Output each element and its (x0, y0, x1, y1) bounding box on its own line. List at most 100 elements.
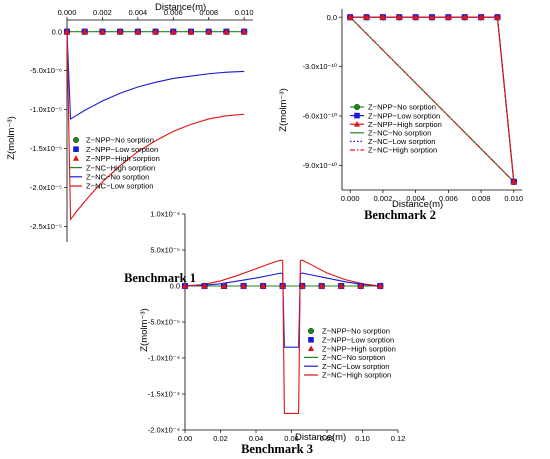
x-tick-label: 0.002 (93, 8, 112, 17)
x-tick-label: 0.004 (128, 8, 147, 17)
data-point (395, 13, 403, 20)
data-point (181, 282, 189, 289)
legend-swatch (354, 103, 361, 110)
y-tick-label: 5.0x10⁻⁵ (150, 246, 180, 255)
data-point (223, 28, 230, 35)
x-axis-title: Distance(m) (392, 199, 443, 210)
chart-benchmark-3: 0.00 0.02 0.04 0.06 0.08 0.10 0.12 1.0x10⁻⁴ 5.0x… (139, 210, 405, 456)
data-point (116, 28, 124, 35)
y-tick-label: -1.5x10⁻⁴ (148, 390, 180, 399)
data-point (220, 282, 228, 289)
legend-swatch (73, 146, 79, 152)
series-line (66, 31, 245, 120)
data-point (363, 13, 370, 20)
data-point (298, 282, 306, 289)
data-point (259, 282, 267, 289)
data-point (169, 28, 177, 35)
y-tick-label: 0.0 (170, 282, 180, 291)
y-tick-label: -1.0x10⁻⁴ (148, 354, 180, 363)
legend-swatch (354, 112, 360, 119)
series-line (66, 31, 245, 222)
data-point (134, 28, 142, 35)
x-tick-label: 0.04 (249, 434, 264, 443)
chart-benchmark-2: 0.000 0.002 0.004 0.006 0.008 0.010 0.0 -3.0x10… (278, 9, 523, 222)
legend-swatch (308, 328, 315, 335)
legend-entry-label: Z−NC−No sorption (368, 129, 431, 138)
legend-entry-label: Z−NC−No sorption (86, 173, 149, 182)
legend-entry-label: Z−NPP−High sorption (322, 344, 396, 353)
y-axis-title: Z(molm⁻³) (139, 308, 150, 352)
x-tick-label: 0.006 (164, 8, 183, 17)
series-line (184, 272, 381, 348)
legend-entry-label: Z−NPP−Low sorption (368, 111, 440, 120)
legend-swatch (72, 155, 80, 161)
x-tick-label: 0.006 (439, 194, 458, 203)
legend-entry-label: Z−NPP−No sorption (368, 103, 436, 112)
data-point (379, 13, 387, 20)
legend-entry-label: Z−NPP−No sorption (86, 136, 154, 145)
y-tick-label: -2.0x10⁻⁵ (30, 183, 62, 192)
y-tick-label: -5.0x10⁻⁵ (148, 318, 180, 327)
legend-entry-label: Z−NC−No sorption (322, 353, 385, 362)
data-point (428, 13, 436, 20)
series-line (184, 259, 381, 414)
legend-swatch (307, 345, 315, 351)
y-tick-label: -3.0x10⁻¹⁰ (303, 62, 337, 71)
x-tick-label: 0.06 (284, 434, 299, 443)
legend-entry-label: Z−NC−High sorption (86, 163, 155, 172)
data-point (346, 13, 354, 20)
y-tick-label: 0.0 (52, 27, 62, 36)
legend-entry-label: Z−NPP−No sorption (322, 327, 390, 336)
x-tick-label: 0.010 (235, 8, 254, 17)
x-tick-label: 0.10 (355, 434, 370, 443)
legend-entry-label: Z−NC−Low sorption (368, 137, 436, 146)
data-point (494, 13, 501, 20)
x-tick-label: 0.000 (341, 194, 360, 203)
data-point (357, 282, 365, 289)
legend-entry-label: Z−NC−Low sorption (86, 182, 154, 191)
y-tick-label: -1.5x10⁻⁵ (30, 144, 62, 153)
legend-swatch (353, 120, 361, 127)
data-point (412, 13, 419, 20)
figure-caption: Benchmark 3 (241, 442, 313, 456)
data-point (99, 28, 106, 35)
y-tick-label: 0.0 (327, 13, 337, 22)
x-tick-label: 0.008 (199, 8, 218, 17)
x-tick-label: 0.002 (374, 194, 393, 203)
legend-entry-label: Z−NC−Low sorption (322, 362, 390, 371)
y-tick-label: -6.0x10⁻¹⁰ (303, 112, 337, 121)
data-point (187, 28, 195, 35)
y-axis-title: Z(molm⁻³) (278, 88, 289, 132)
legend-swatch (72, 136, 79, 143)
legend-entry-label: Z−NPP−High sorption (86, 154, 160, 163)
y-axis-title: Z(molm⁻³) (6, 116, 17, 160)
data-point (63, 28, 71, 35)
data-point (318, 282, 325, 289)
x-tick-label: 0.000 (58, 8, 77, 17)
x-axis-title: Distance(m) (155, 2, 206, 13)
y-tick-label: 1.0x10⁻⁴ (150, 210, 180, 219)
y-tick-label: -2.0x10⁻⁴ (148, 426, 180, 435)
x-tick-label: 0.004 (406, 194, 425, 203)
data-point (337, 282, 345, 289)
y-tick-label: -5.0x10⁻⁶ (30, 66, 62, 75)
data-point (205, 28, 213, 35)
data-point (510, 178, 518, 185)
x-axis-title: Distance(m) (295, 432, 346, 443)
legend-entry-label: Z−NC−High sorption (322, 371, 391, 380)
data-point (240, 28, 248, 35)
legend-swatch (308, 337, 314, 343)
series-line (349, 16, 515, 183)
figure-caption: Benchmark 1 (124, 271, 196, 285)
x-tick-label: 0.008 (472, 194, 491, 203)
x-tick-label: 0.12 (391, 434, 406, 443)
legend-entry-label: Z−NPP−Low sorption (86, 145, 158, 154)
data-point (201, 282, 208, 289)
x-tick-label: 0.010 (504, 194, 523, 203)
legend-entry-label: Z−NPP−High sorption (368, 120, 442, 129)
x-tick-label: 0.02 (213, 434, 228, 443)
data-point (152, 28, 159, 35)
data-point (240, 282, 247, 289)
data-point (445, 13, 452, 20)
